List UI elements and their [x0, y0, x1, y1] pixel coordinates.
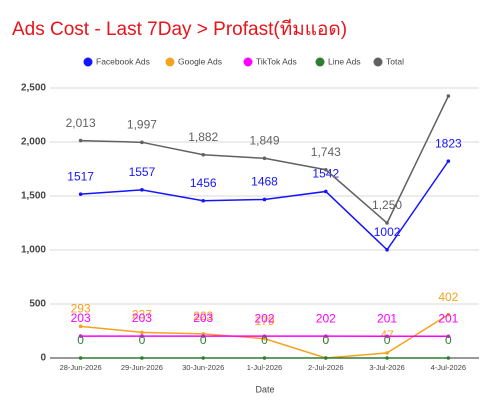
data-point: [201, 198, 206, 203]
data-label: 1,743: [311, 145, 341, 159]
data-point: [78, 138, 83, 143]
data-label: 203: [71, 311, 91, 325]
data-label: 0: [384, 333, 391, 347]
legend-swatch: [315, 57, 325, 67]
data-point: [323, 356, 328, 360]
data-point: [262, 197, 267, 202]
data-point: [446, 159, 451, 163]
data-point: [78, 334, 83, 338]
data-point: [78, 324, 83, 329]
data-label: 0: [445, 333, 452, 347]
data-point: [385, 356, 389, 360]
data-label: 179: [254, 314, 274, 328]
data-label: 203: [132, 311, 152, 325]
data-label: 1542: [312, 167, 339, 181]
data-point: [262, 156, 267, 161]
data-label: 202: [316, 311, 336, 325]
data-label: 1468: [251, 175, 278, 189]
data-label: 2,013: [66, 116, 96, 130]
x-axis-label: Date: [255, 384, 274, 394]
data-label: 201: [438, 311, 458, 325]
data-point: [385, 334, 389, 339]
data-label: 1,882: [188, 130, 218, 144]
data-point: [78, 192, 83, 196]
legend-label: Total: [386, 56, 404, 66]
data-label: 237: [132, 308, 152, 322]
data-label: 223: [193, 309, 213, 323]
data-point: [201, 334, 206, 338]
x-tick-label: 3-Jul-2026: [369, 363, 404, 372]
legend-label: Google Ads: [178, 56, 222, 66]
chart-title: Ads Cost - Last 7Day > Profast(ทีมแอด): [12, 18, 347, 40]
data-label: 0: [322, 333, 329, 347]
data-point: [323, 189, 328, 194]
data-point: [140, 356, 144, 360]
y-tick-label: 2,000: [21, 137, 46, 148]
data-point: [140, 188, 144, 192]
data-label: 1517: [67, 169, 94, 183]
y-tick-label: 0: [40, 353, 46, 364]
data-label: 1002: [374, 225, 401, 239]
data-label: 0: [200, 333, 207, 347]
data-point: [446, 94, 451, 98]
data-point: [446, 312, 451, 317]
data-label: 1,997: [127, 117, 157, 131]
data-label: 203: [193, 311, 213, 325]
data-label: 201: [377, 311, 397, 325]
data-point: [385, 247, 389, 252]
data-label: 1,250: [372, 198, 402, 212]
legend-swatch: [165, 57, 175, 67]
y-tick-label: 500: [29, 299, 46, 310]
data-point: [446, 334, 451, 339]
data-point: [323, 167, 328, 172]
data-point: [262, 356, 267, 360]
legend-label: TikTok Ads: [256, 56, 297, 66]
data-point: [140, 140, 144, 145]
data-label: 0: [139, 333, 146, 347]
legend-swatch: [83, 57, 93, 67]
y-tick-label: 2,500: [21, 83, 46, 94]
data-point: [385, 221, 389, 225]
legend-swatch: [243, 57, 253, 67]
x-tick-label: 4-Jul-2026: [431, 363, 466, 372]
legend-swatch: [373, 57, 383, 67]
data-label: 0: [322, 333, 329, 347]
y-tick-label: 1,500: [21, 191, 46, 202]
data-label: 0: [77, 333, 84, 347]
data-label: 402: [438, 290, 458, 304]
data-point: [78, 356, 83, 360]
data-point: [262, 334, 267, 338]
x-tick-label: 2-Jul-2026: [308, 363, 343, 372]
data-label: 1823: [435, 136, 462, 150]
data-label: 202: [254, 311, 274, 325]
x-tick-label: 29-Jun-2026: [121, 363, 163, 372]
data-point: [140, 334, 144, 338]
data-label: 1456: [190, 176, 217, 190]
data-point: [262, 336, 267, 341]
data-label: 1,849: [249, 133, 279, 147]
data-label: 0: [261, 333, 268, 347]
data-point: [201, 152, 206, 157]
data-point: [323, 334, 328, 338]
data-point: [201, 356, 206, 360]
data-label: 1557: [129, 165, 156, 179]
legend-label: Line Ads: [328, 56, 361, 66]
legend-label: Facebook Ads: [96, 56, 150, 66]
data-point: [446, 356, 451, 360]
x-tick-label: 28-Jun-2026: [60, 363, 102, 372]
y-tick-label: 1,000: [21, 245, 46, 256]
x-tick-label: 1-Jul-2026: [247, 363, 282, 372]
data-point: [140, 330, 144, 335]
data-point: [385, 351, 389, 355]
data-label: 293: [71, 302, 91, 316]
x-tick-label: 30-Jun-2026: [182, 363, 224, 372]
